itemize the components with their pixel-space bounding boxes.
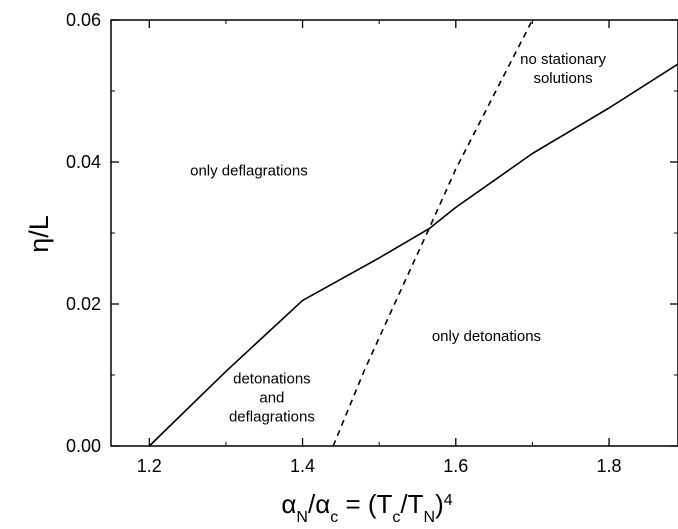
x-axis-title: αN/αc = (Tc/TN)4	[281, 489, 452, 526]
y-tick-label: 0.00	[66, 436, 101, 456]
region-label-line: solutions	[533, 70, 592, 87]
dashed-boundary-line	[332, 19, 534, 447]
region-annotation: only detonations	[432, 328, 541, 345]
y-tick-label: 0.04	[66, 152, 101, 172]
region-label-line: no stationary	[520, 51, 606, 68]
solid-boundary-line	[148, 63, 678, 447]
region-label-line: only detonations	[432, 328, 541, 345]
y-tick-label: 0.06	[66, 10, 101, 30]
series-layer	[148, 19, 678, 447]
ticks-layer: 1.2 1.4 1.6 1.8 0.00 0.02 0.04 0.06	[66, 10, 678, 476]
region-annotation: only deflagrations	[190, 163, 308, 180]
annotation-layer: only deflagrations no stationary solutions…	[190, 51, 606, 426]
plot-frame	[110, 19, 678, 447]
region-label-line: detonations	[233, 371, 311, 388]
region-label-line: deflagrations	[229, 409, 315, 426]
x-tick-label: 1.4	[290, 456, 315, 476]
x-tick-label: 1.6	[443, 456, 468, 476]
x-tick-label: 1.8	[597, 456, 622, 476]
y-axis-title: η/L	[24, 215, 54, 253]
region-annotation: no stationary solutions	[520, 51, 606, 87]
plot-area	[110, 19, 678, 447]
region-label-line: and	[259, 390, 284, 407]
x-tick-label: 1.2	[137, 456, 162, 476]
region-annotation: detonations and deflagrations	[229, 371, 315, 426]
region-label-line: only deflagrations	[190, 163, 308, 180]
y-tick-label: 0.02	[66, 294, 101, 314]
